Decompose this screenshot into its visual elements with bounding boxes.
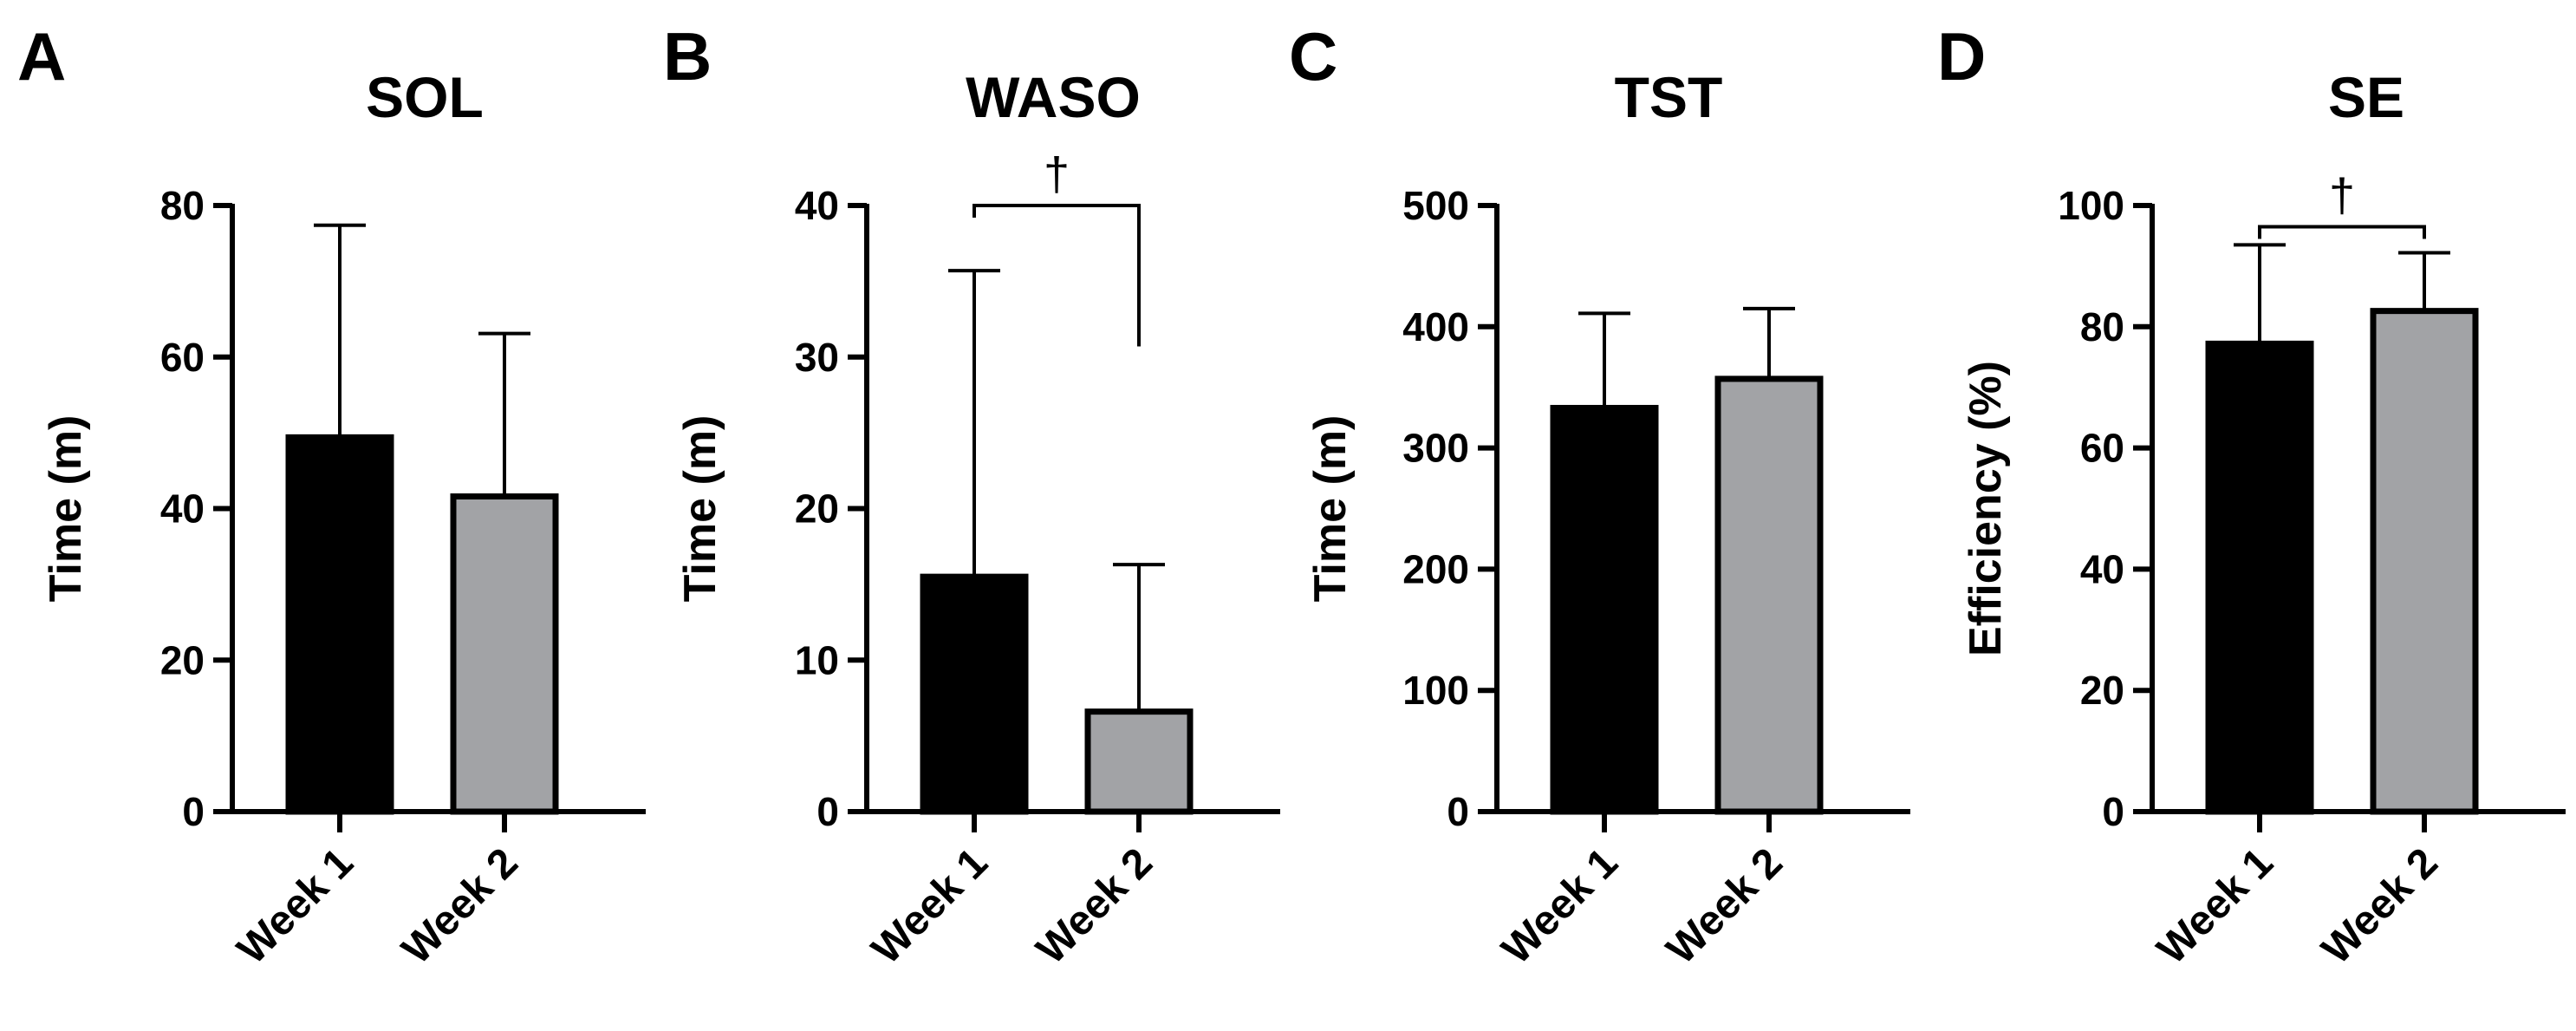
panel-a-x-tick-label: Week 2 (394, 839, 527, 973)
panel-d-title: SE (2328, 65, 2404, 129)
panel-a-x-tick-label: Week 1 (229, 839, 362, 973)
panel-c-x-tick-label: Week 1 (1493, 839, 1627, 973)
panel-b-letter: B (663, 18, 712, 95)
panel-a-title: SOL (366, 65, 484, 129)
panel-a-y-axis-label: Time (m) (41, 415, 91, 603)
panel-d-bar-1 (2205, 340, 2314, 815)
panel-b-x-tick-label: Week 2 (1028, 839, 1161, 973)
panel-b-bar-2 (1084, 708, 1194, 815)
panel-d-y-tick-label: 20 (2080, 668, 2124, 713)
panel-c-y-axis-label: Time (m) (1305, 415, 1356, 603)
panel-b-y-tick-label: 20 (795, 486, 839, 532)
panel-c-bar-1 (1550, 404, 1659, 815)
panel-a-bar-1 (285, 434, 394, 815)
panel-c-y-tick-label: 100 (1402, 668, 1469, 713)
panel-b-title: WASO (966, 65, 1141, 129)
panel-b-y-tick-label: 0 (816, 789, 839, 834)
panel-b-x-tick-label: Week 1 (863, 839, 997, 973)
panel-a-y-tick-label: 80 (160, 183, 205, 228)
panel-a-bar-2 (450, 493, 559, 815)
panel-c-letter: C (1289, 18, 1337, 95)
panel-b-significance-marker: † (1044, 148, 1070, 200)
panel-b-significance-bracket (973, 203, 1141, 347)
panel-a-y-tick-label: 60 (160, 335, 205, 380)
panel-c-x-tick-label: Week 2 (1658, 839, 1792, 973)
panel-c-bar-2 (1714, 375, 1824, 815)
panel-b-bar-1 (920, 573, 1029, 815)
panel-b-y-tick-label: 10 (795, 637, 839, 682)
panel-c-y-tick-label: 300 (1402, 426, 1469, 471)
panel-d-y-axis-label: Efficiency (%) (1961, 361, 2011, 656)
panel-b-y-axis-label: Time (m) (675, 415, 725, 603)
panel-c-title: TST (1615, 65, 1723, 129)
panel-a-y-tick-label: 20 (160, 637, 205, 682)
panel-d-significance-bracket (2258, 225, 2426, 239)
panel-b-y-tick-label: 30 (795, 335, 839, 380)
panel-d-bar-2 (2370, 308, 2479, 815)
panel-d-significance-marker: † (2329, 169, 2355, 221)
panel-d-y-tick-label: 40 (2080, 546, 2124, 591)
panel-d-x-tick-label: Week 1 (2149, 839, 2282, 973)
panel-c-y-tick-label: 400 (1402, 304, 1469, 349)
panel-a-y-tick-label: 0 (182, 789, 205, 834)
panel-a-letter: A (17, 18, 66, 95)
panel-a-y-tick-label: 40 (160, 486, 205, 532)
panel-d-letter: D (1937, 18, 1986, 95)
panel-d-y-tick-label: 80 (2080, 304, 2124, 349)
panel-c-y-tick-label: 200 (1402, 546, 1469, 591)
panel-d-x-tick-label: Week 2 (2313, 839, 2447, 973)
panel-d-y-tick-label: 0 (2102, 789, 2124, 834)
panel-c-y-tick-label: 500 (1402, 183, 1469, 228)
panel-c-y-tick-label: 0 (1447, 789, 1469, 834)
panel-b-y-tick-label: 40 (795, 183, 839, 228)
panel-d-y-tick-label: 100 (2058, 183, 2124, 228)
panel-d-y-tick-label: 60 (2080, 426, 2124, 471)
